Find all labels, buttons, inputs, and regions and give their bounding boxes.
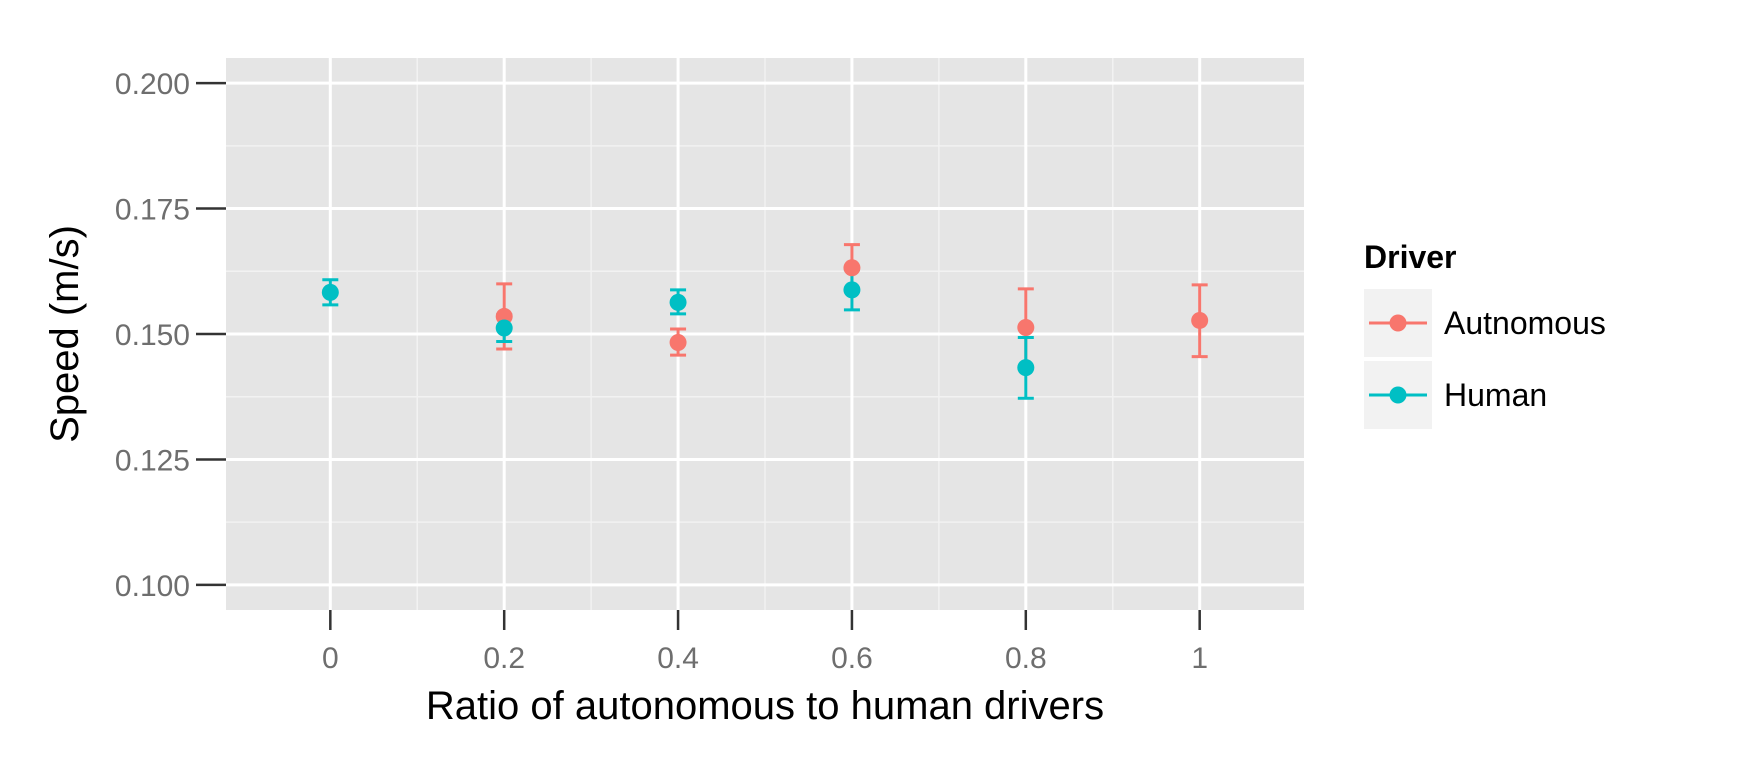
autonomous-data-point	[1017, 318, 1035, 336]
y-axis-title: Speed (m/s)	[43, 225, 87, 443]
data-points	[321, 259, 1209, 377]
x-axis: 0 0.2 0.4 0.6 0.8 1	[322, 610, 1208, 675]
legend-item-autonomous: Autnomous	[1364, 289, 1606, 357]
legend-label: Autnomous	[1444, 305, 1606, 341]
grid-minor	[226, 58, 1304, 610]
autonomous-data-point	[843, 259, 861, 277]
y-tick-label: 0.150	[115, 319, 190, 352]
y-axis: 0.100 0.125 0.150 0.175 0.200	[115, 68, 226, 603]
y-tick-label: 0.100	[115, 570, 190, 603]
human-data-point	[1017, 359, 1035, 377]
legend-title: Driver	[1364, 239, 1457, 275]
human-data-point	[843, 281, 861, 299]
x-tick-label: 0.8	[1005, 642, 1047, 675]
legend-key-point	[1389, 314, 1407, 332]
legend-items: Autnomous Human	[1364, 289, 1606, 429]
x-tick-label: 0.2	[483, 642, 525, 675]
autonomous-data-point	[669, 334, 687, 352]
legend-label: Human	[1444, 377, 1547, 413]
x-axis-title: Ratio of autonomous to human drivers	[426, 684, 1104, 728]
y-tick-label: 0.175	[115, 194, 190, 227]
legend-item-human: Human	[1364, 361, 1547, 429]
human-data-point	[321, 283, 339, 301]
x-tick-label: 0.4	[657, 642, 699, 675]
human-data-point	[669, 293, 687, 311]
grid-major	[226, 58, 1304, 610]
y-tick-label: 0.125	[115, 444, 190, 477]
x-tick-label: 0.6	[831, 642, 873, 675]
legend: Driver Autnomous Human	[1364, 239, 1606, 429]
autonomous-data-point	[1191, 311, 1209, 329]
x-tick-label: 0	[322, 642, 339, 675]
legend-key-point	[1389, 386, 1407, 404]
human-data-point	[495, 319, 513, 337]
y-tick-label: 0.200	[115, 68, 190, 101]
x-tick-label: 1	[1191, 642, 1208, 675]
